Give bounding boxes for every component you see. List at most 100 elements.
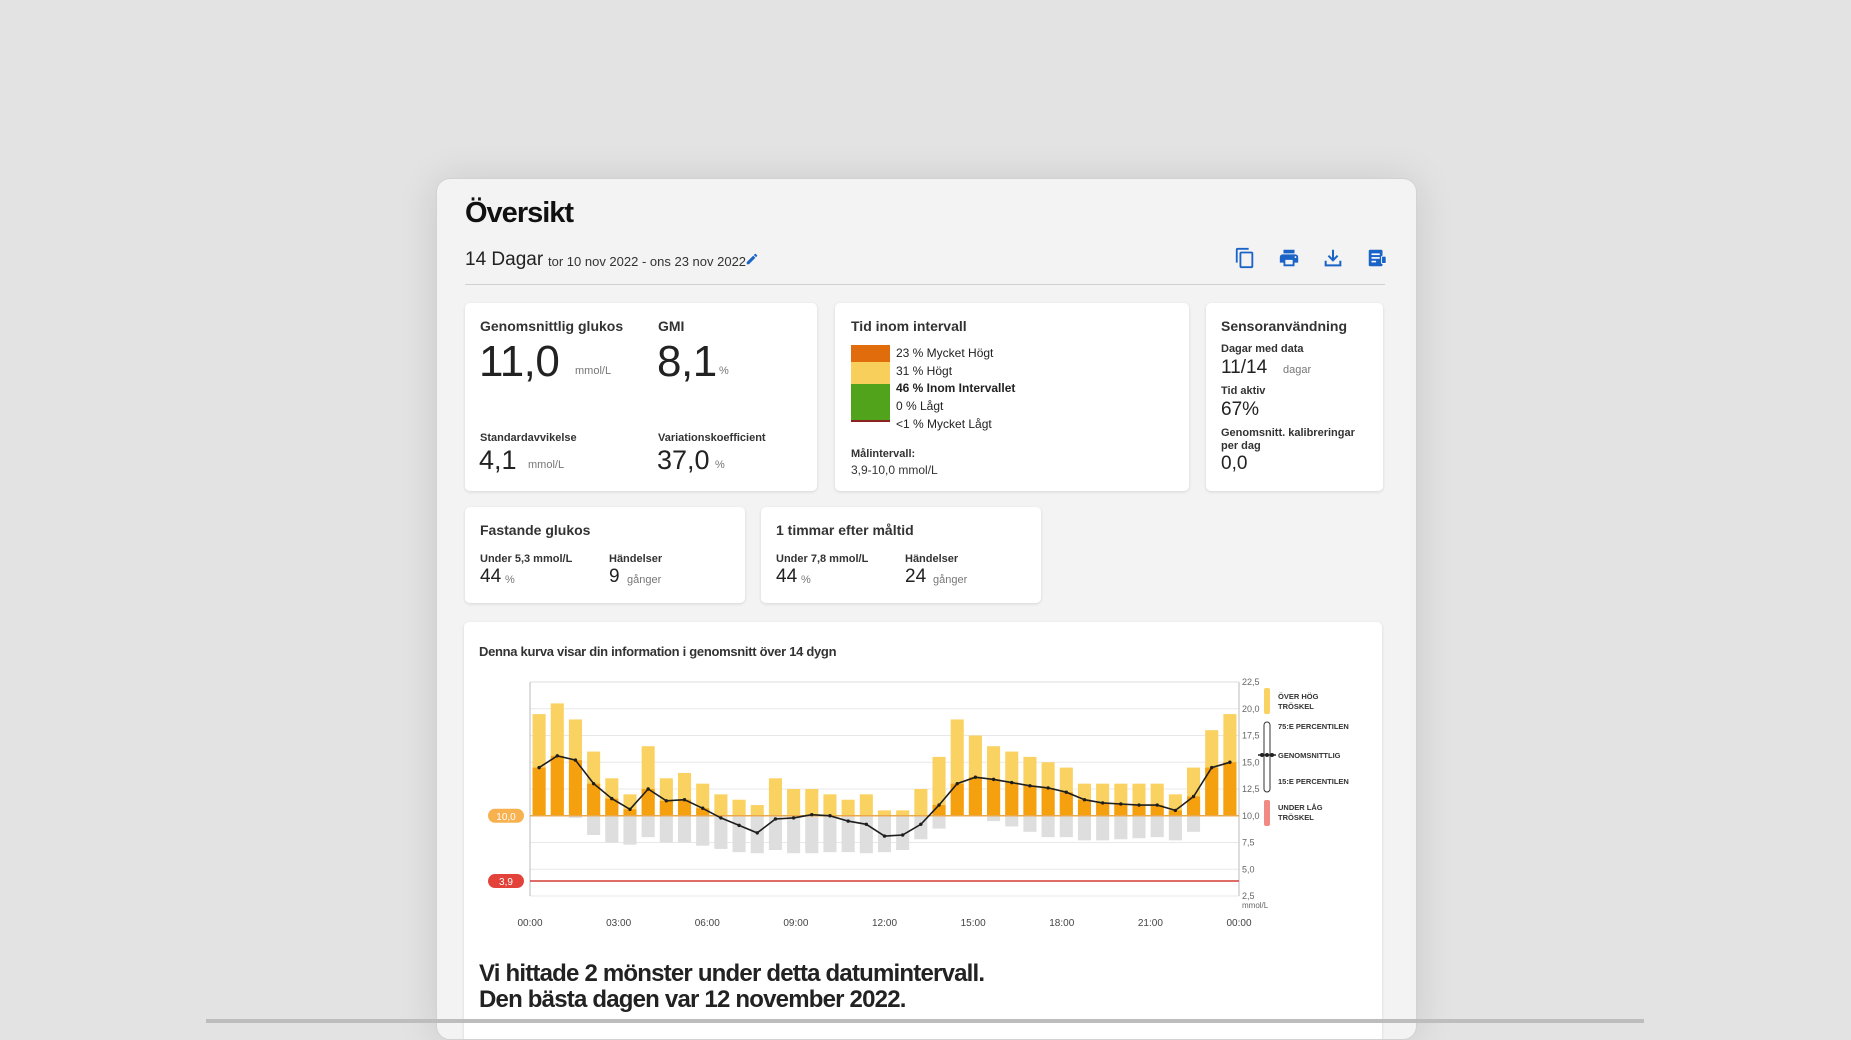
x-tick-label: 09:00 [783, 918, 808, 929]
bar-p75 [696, 783, 710, 816]
legend-mean-dot-2 [1265, 753, 1269, 757]
bar-p75 [787, 789, 801, 816]
mean-point [864, 822, 869, 827]
fasting-under-label: Under 5,3 mmol/L [480, 553, 573, 565]
y-tick-label: 15,0 [1242, 757, 1260, 767]
postmeal-under-label: Under 7,8 mmol/L [776, 553, 869, 565]
bar-above-threshold [950, 783, 964, 816]
y-tick-label: 5,0 [1242, 864, 1255, 874]
bar-p75 [841, 799, 855, 816]
mean-point [719, 816, 723, 820]
time-active-value: 67% [1221, 399, 1260, 420]
legend-mean: GENOMSNITTLIG [1278, 751, 1341, 760]
bar-p75 [714, 794, 728, 816]
time-in-range-card: Tid inom intervall 23 % Mycket Högt 31 %… [835, 303, 1189, 491]
mean-point [955, 781, 959, 786]
bar-below [677, 815, 692, 843]
mean-point [1010, 780, 1014, 785]
tir-bar-high [851, 362, 890, 384]
bar-below [1005, 815, 1019, 827]
legend-mean-dot-1 [1260, 753, 1264, 757]
sensor-usage-card: Sensoranvändning Dagar med data 11/14 da… [1206, 303, 1383, 491]
bar-p75 [768, 778, 782, 816]
tir-very-high: 23 % Mycket Högt [896, 346, 994, 360]
download-icon[interactable] [1322, 247, 1344, 269]
y-tick-label: 12,5 [1242, 784, 1260, 794]
bar-above-threshold [968, 777, 982, 816]
bar-p75 [805, 789, 819, 816]
legend-mean-dot-3 [1270, 753, 1274, 757]
legend-under-low-2: TRÖSKEL [1278, 813, 1314, 822]
mean-point [882, 834, 887, 838]
bar-below [1059, 815, 1073, 838]
mean-point [773, 817, 778, 821]
best-day-text: Den bästa dagen var 12 november 2022. [479, 986, 906, 1013]
bar-p75 [877, 810, 892, 816]
bar-below [1150, 815, 1164, 838]
avg-glucose-value: 11,0 [479, 337, 560, 386]
low-threshold-value: 3,9 [499, 877, 513, 888]
cv-unit: % [715, 459, 725, 471]
bar-above-threshold [641, 789, 655, 816]
daily-glucose-chart-card: Denna kurva visar din information i geno… [464, 622, 1382, 1039]
bar-below [641, 815, 655, 838]
bar-p75 [823, 794, 837, 816]
mean-point [591, 781, 596, 786]
legend-over-high-2: TRÖSKEL [1278, 702, 1314, 711]
legend-under-low: UNDER LÅG [1278, 803, 1323, 812]
low-threshold-badge [488, 874, 524, 889]
x-tick-label: 18:00 [1049, 918, 1074, 929]
time-active-label: Tid aktiv [1221, 385, 1266, 397]
glucose-summary-card: Genomsnittlig glukos 11,0 mmol/L GMI 8,1… [465, 303, 817, 491]
mean-point [900, 833, 905, 837]
y-tick-label: 2,5 [1242, 891, 1255, 901]
tir-low: 0 % Lågt [896, 399, 944, 413]
mean-point [1100, 801, 1105, 805]
bar-above-threshold [550, 755, 564, 816]
legend-swatch-under-low [1264, 800, 1270, 826]
y-tick-label: 20,0 [1242, 704, 1260, 714]
legend-over-high: ÖVER HÖG [1278, 692, 1319, 701]
edit-pencil-icon[interactable] [745, 252, 759, 266]
mean-point [1191, 794, 1196, 799]
mean-point [973, 775, 978, 779]
bar-above-threshold [568, 760, 582, 816]
bar-below [1041, 815, 1055, 838]
x-tick-label: 12:00 [872, 918, 897, 929]
mean-point [755, 831, 759, 835]
avg-glucose-label: Genomsnittlig glukos [480, 318, 624, 334]
post-meal-card: 1 timmar efter måltid Under 7,8 mmol/L 4… [761, 507, 1041, 603]
bar-above-threshold [1059, 792, 1073, 816]
high-threshold-badge [488, 808, 524, 823]
mean-point [828, 814, 832, 818]
fasting-events-unit: gånger [627, 574, 662, 586]
bar-p75 [896, 810, 910, 816]
cv-label: Variationskoefficient [658, 432, 766, 444]
fasting-events-label: Händelser [609, 553, 663, 565]
bar-above-threshold [696, 808, 710, 816]
print-icon[interactable] [1278, 247, 1300, 269]
bar-below [587, 815, 601, 836]
x-tick-label: 15:00 [961, 918, 986, 929]
mean-point [1064, 790, 1068, 794]
mean-point [1137, 803, 1141, 807]
mean-point [537, 765, 541, 770]
period-label: 14 Dagar [465, 249, 544, 270]
toolbar [1234, 247, 1388, 269]
report-icon[interactable] [1366, 247, 1388, 269]
days-with-data-label: Dagar med data [1221, 343, 1304, 355]
bar-below [841, 815, 855, 853]
y-tick-label: 10,0 [1242, 811, 1260, 821]
bar-below [1187, 815, 1201, 832]
fasting-under-unit: % [505, 574, 515, 586]
y-tick-label: 17,5 [1242, 731, 1260, 741]
bar-above-threshold [1114, 803, 1128, 816]
bar-below [568, 815, 582, 818]
mean-point [1173, 808, 1178, 813]
x-tick-label: 06:00 [695, 918, 720, 929]
postmeal-events-value: 24 [905, 566, 927, 587]
copy-icon[interactable] [1234, 247, 1256, 269]
x-tick-label: 21:00 [1138, 918, 1163, 929]
mean-point [1119, 802, 1123, 806]
mean-point [682, 798, 687, 802]
